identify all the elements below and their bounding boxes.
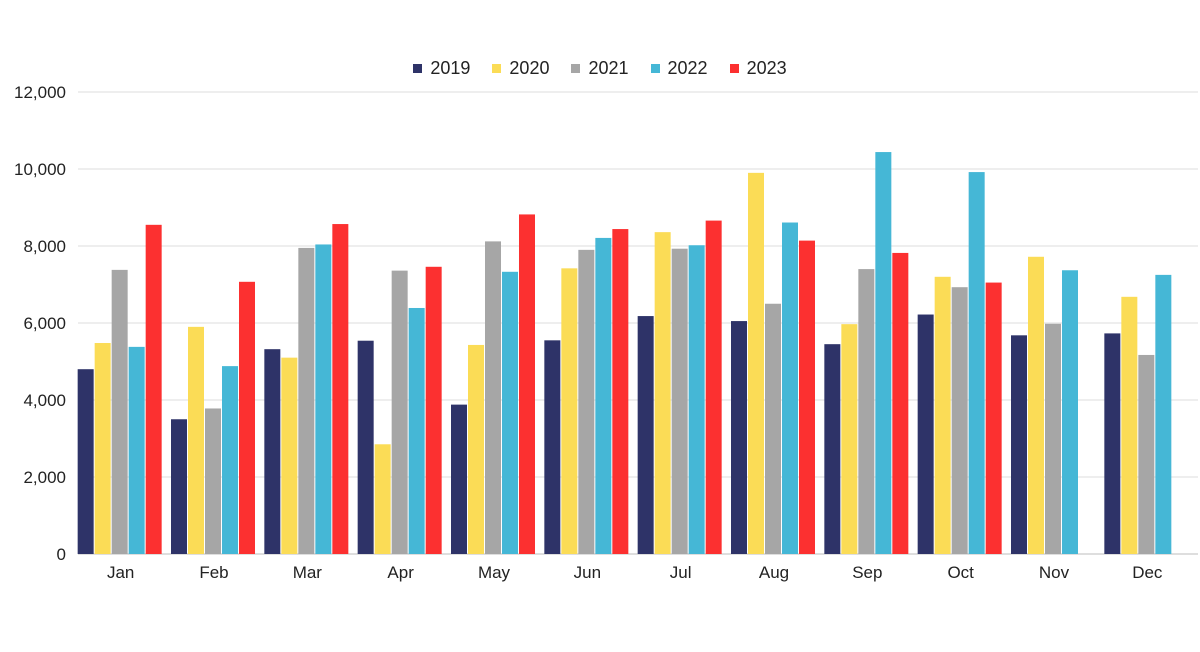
x-tick-label: Mar (293, 563, 323, 582)
bar-2019-Feb (171, 419, 187, 554)
legend-item-2019: 2019 (413, 58, 470, 79)
bar-2019-Jan (77, 369, 94, 554)
bar-2023-Aug (799, 240, 815, 555)
bar-2019-Apr (357, 340, 374, 554)
bar-2021-Nov (1045, 323, 1061, 554)
y-tick-label: 4,000 (23, 391, 66, 410)
x-tick-label: Sep (852, 563, 882, 582)
bar-2019-Dec (1104, 333, 1121, 554)
legend-swatch (492, 64, 502, 73)
bar-2023-Feb (239, 281, 255, 554)
legend-swatch (413, 64, 423, 73)
bar-2023-May (519, 214, 535, 554)
bar-2023-Oct (985, 282, 1002, 554)
bar-2021-Jun (578, 249, 595, 554)
bar-2021-Mar (298, 247, 315, 555)
legend-label: 2022 (667, 58, 708, 78)
legend-item-2022: 2022 (650, 58, 708, 79)
x-tick-label: Jun (574, 563, 601, 582)
bar-2023-Mar (332, 224, 349, 554)
bar-2023-Apr (425, 266, 442, 554)
legend-item-2023: 2023 (729, 58, 787, 79)
y-tick-label: 10,000 (14, 160, 66, 179)
bar-2021-Feb (205, 408, 221, 554)
x-tick-label: Dec (1132, 563, 1163, 582)
bar-2021-May (485, 241, 501, 554)
bar-2022-Aug (782, 222, 798, 554)
x-tick-label: Apr (387, 563, 414, 582)
bar-2022-Oct (968, 172, 985, 554)
x-tick-label: Aug (759, 563, 789, 582)
bar-2021-Jul (671, 248, 688, 554)
bar-2020-May (468, 344, 484, 554)
bar-2022-Jun (595, 237, 612, 555)
bar-2020-Oct (934, 276, 951, 554)
bar-2022-Apr (408, 307, 425, 554)
bar-2020-Aug (748, 172, 764, 554)
bar-2021-Aug (765, 303, 781, 554)
bar-2021-Oct (951, 287, 968, 554)
legend-item-2021: 2021 (571, 58, 629, 79)
y-tick-label: 8,000 (23, 237, 66, 256)
y-tick-label: 6,000 (23, 314, 66, 333)
bar-2020-Feb (188, 326, 204, 554)
bar-2020-Sep (841, 324, 858, 554)
x-tick-label: Oct (947, 563, 974, 582)
bar-2023-Jul (705, 220, 722, 554)
bar-2019-Oct (917, 314, 934, 554)
bar-2021-Apr (391, 270, 408, 554)
legend-swatch (650, 64, 660, 73)
bar-2021-Sep (858, 269, 875, 554)
legend-label: 2020 (509, 58, 550, 78)
bar-2022-Jan (128, 346, 145, 554)
bar-2019-Sep (824, 344, 841, 554)
x-tick-label: Nov (1039, 563, 1070, 582)
bar-2022-Sep (875, 152, 892, 554)
bar-2020-Jan (94, 343, 111, 554)
bar-2021-Jan (111, 269, 128, 554)
bar-2020-Dec (1121, 296, 1138, 554)
x-tick-label: Jul (670, 563, 692, 582)
chart-legend: 2019 2020 2021 2022 2023 (0, 58, 1200, 79)
bar-2019-May (451, 404, 467, 554)
bar-2023-Sep (892, 252, 909, 554)
x-tick-label: Feb (199, 563, 228, 582)
bar-2021-Dec (1138, 354, 1155, 554)
bar-2023-Jan (145, 224, 162, 554)
bar-2020-Jul (654, 232, 671, 554)
bar-2020-Apr (374, 444, 391, 554)
bar-2022-Mar (315, 244, 332, 554)
legend-swatch (571, 64, 581, 73)
bar-2022-Nov (1062, 270, 1078, 554)
bar-2023-Jun (612, 229, 629, 554)
bar-2020-Mar (281, 357, 298, 554)
bar-2019-Jun (544, 340, 561, 554)
bar-2022-May (502, 271, 518, 554)
bar-2022-Feb (222, 366, 238, 554)
bar-2019-Jul (637, 316, 654, 554)
y-tick-label: 12,000 (14, 83, 66, 102)
legend-label: 2021 (588, 58, 629, 78)
bar-2022-Jul (688, 245, 705, 555)
bar-2020-Jun (561, 268, 578, 554)
bar-2019-Mar (264, 349, 281, 554)
x-tick-label: May (478, 563, 511, 582)
legend-label: 2019 (430, 58, 471, 78)
bar-2020-Nov (1028, 256, 1044, 554)
y-tick-label: 2,000 (23, 468, 66, 487)
legend-item-2020: 2020 (492, 58, 549, 79)
y-tick-label: 0 (57, 545, 66, 564)
bar-2019-Aug (731, 321, 747, 554)
x-tick-label: Jan (107, 563, 134, 582)
legend-swatch (729, 64, 739, 73)
bar-2019-Nov (1011, 335, 1027, 554)
legend-label: 2023 (746, 58, 787, 78)
bar-2022-Dec (1155, 274, 1172, 554)
